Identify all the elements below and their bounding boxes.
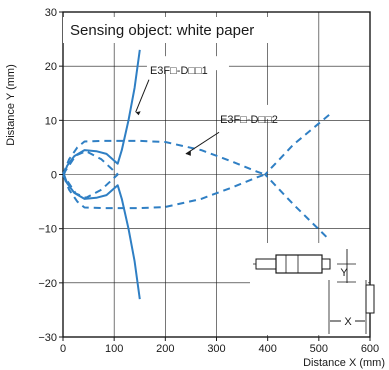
series-label-2: E3F□-D□□2: [220, 114, 278, 126]
chart-title: Sensing object: white paper: [70, 22, 254, 39]
series-lines: [62, 49, 330, 300]
series-label-1-arrowhead: [135, 111, 141, 116]
series-label-1-leader: [135, 79, 150, 113]
x-tick-label: 400: [258, 343, 276, 355]
series-label-2-arrowhead: [185, 150, 191, 156]
x-axis-label: Distance X (mm): [303, 357, 385, 369]
y-tick-label: 20: [45, 61, 57, 73]
y-tick-label: −10: [38, 224, 57, 236]
series-labels: E3F□-D□□1 E3F□-D□□2: [135, 56, 300, 156]
y-tick-label: 0: [51, 170, 57, 182]
x-tick-label: 0: [60, 343, 66, 355]
inset-sensor-cable: [255, 258, 277, 270]
inset-x-label: X: [344, 316, 352, 328]
tick-labels: 0 100 200 300 400 500 600 −30 −20 −10 0 10 20 30: [38, 7, 379, 355]
series-label-bg-1: [146, 56, 229, 71]
x-tick-label: 600: [361, 343, 379, 355]
title-background: [63, 17, 279, 43]
x-tick-label: 200: [156, 343, 174, 355]
y-tick-label: 10: [45, 115, 57, 127]
series-label-2-leader: [185, 131, 220, 155]
inset-sensor-body: [275, 254, 323, 274]
x-tick-label: 100: [105, 343, 123, 355]
series-label-bg-2: [217, 104, 300, 119]
y-tick-label: −20: [38, 278, 57, 290]
series-label-1: E3F□-D□□1: [150, 65, 208, 77]
x-tick-label: 500: [310, 343, 328, 355]
y-tick-label: −30: [38, 332, 57, 344]
inset-target-object: [365, 284, 375, 314]
inset-x-label-bg: [341, 314, 355, 328]
y-tick-label: 30: [45, 7, 57, 19]
y-axis-label: Distance Y (mm): [5, 64, 17, 146]
series-line-e3f-2-inner: [62, 150, 119, 199]
inset-diagram: YX: [250, 243, 375, 335]
series-line-e3f-2-tail: [264, 114, 330, 241]
inset-y-label: Y: [340, 267, 348, 279]
inset-sensor-lens: [321, 258, 331, 270]
x-tick-label: 300: [207, 343, 225, 355]
